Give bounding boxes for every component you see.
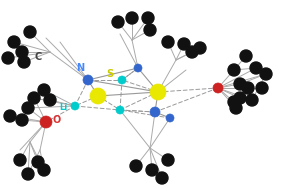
Circle shape <box>230 102 242 114</box>
Circle shape <box>32 156 44 168</box>
Circle shape <box>194 42 206 54</box>
Circle shape <box>8 36 20 48</box>
Circle shape <box>40 116 52 128</box>
Circle shape <box>16 46 28 58</box>
Circle shape <box>156 172 168 184</box>
Circle shape <box>228 96 240 108</box>
Circle shape <box>22 168 34 180</box>
Circle shape <box>90 88 106 104</box>
Circle shape <box>250 62 262 74</box>
Circle shape <box>38 164 50 176</box>
Circle shape <box>142 12 154 24</box>
Text: C: C <box>34 52 42 62</box>
Circle shape <box>178 38 190 50</box>
Circle shape <box>246 94 258 106</box>
Circle shape <box>256 82 268 94</box>
Circle shape <box>186 46 198 58</box>
Text: Li: Li <box>59 102 67 112</box>
Circle shape <box>234 92 246 104</box>
Circle shape <box>234 78 246 90</box>
Circle shape <box>24 26 36 38</box>
Circle shape <box>150 107 160 117</box>
Circle shape <box>126 12 138 24</box>
Circle shape <box>240 50 252 62</box>
Text: N: N <box>76 63 84 73</box>
Circle shape <box>38 84 50 96</box>
Circle shape <box>83 75 93 85</box>
Circle shape <box>16 114 28 126</box>
Circle shape <box>116 106 124 114</box>
Circle shape <box>118 76 126 84</box>
Circle shape <box>260 68 272 80</box>
Circle shape <box>213 83 223 93</box>
Circle shape <box>242 82 254 94</box>
Circle shape <box>14 154 26 166</box>
Circle shape <box>2 52 14 64</box>
Circle shape <box>28 92 40 104</box>
Circle shape <box>71 102 79 110</box>
Circle shape <box>44 94 56 106</box>
Circle shape <box>162 154 174 166</box>
Circle shape <box>22 102 34 114</box>
Circle shape <box>150 84 166 100</box>
Text: S: S <box>106 69 114 79</box>
Circle shape <box>146 164 158 176</box>
Circle shape <box>130 160 142 172</box>
Circle shape <box>4 110 16 122</box>
Circle shape <box>166 114 174 122</box>
Circle shape <box>144 24 156 36</box>
Circle shape <box>134 64 142 72</box>
Circle shape <box>228 64 240 76</box>
Text: O: O <box>53 115 61 125</box>
Circle shape <box>112 16 124 28</box>
Circle shape <box>18 56 30 68</box>
Circle shape <box>162 36 174 48</box>
